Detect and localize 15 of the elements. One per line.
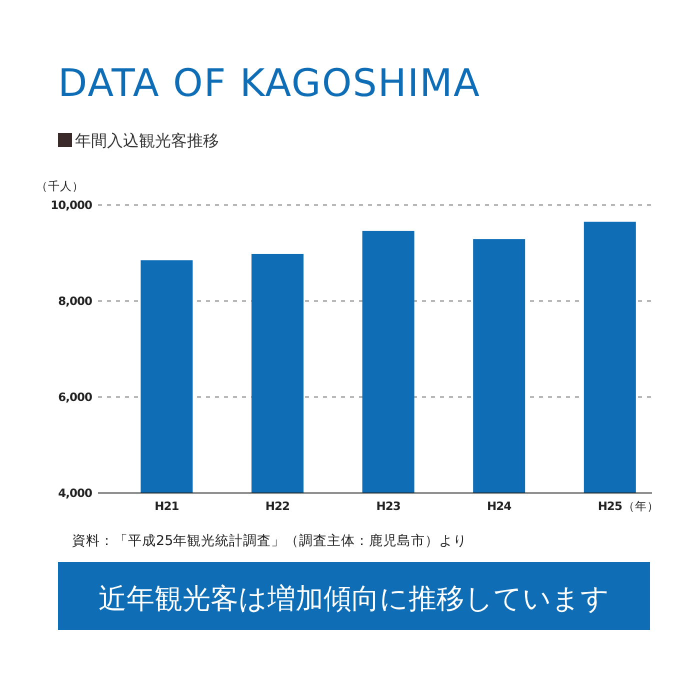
text: 近年観光客は増加傾向に推移しています: [98, 582, 610, 615]
x-axis-title: （年）: [622, 499, 659, 513]
x-tick-label: H24: [487, 499, 512, 513]
chart-title: DATA OF KAGOSHIMA: [58, 61, 480, 105]
x-tick-label: H25: [598, 499, 622, 513]
x-tick-label: H21: [154, 499, 180, 513]
x-tick-label: H22: [265, 499, 290, 513]
y-tick-label: 6,000: [58, 390, 92, 404]
y-tick-label: 4,000: [58, 486, 92, 500]
y-tick-label: 10,000: [50, 198, 92, 212]
y-tick-label: 8,000: [58, 294, 92, 308]
text: 資料：「平成25年観光統計調査」（調査主体：鹿児島市）より: [72, 533, 468, 549]
chart-subtitle: 年間入込観光客推移: [75, 131, 219, 150]
y-axis-title: （千人）: [36, 179, 84, 193]
x-tick-label: H23: [376, 499, 401, 513]
